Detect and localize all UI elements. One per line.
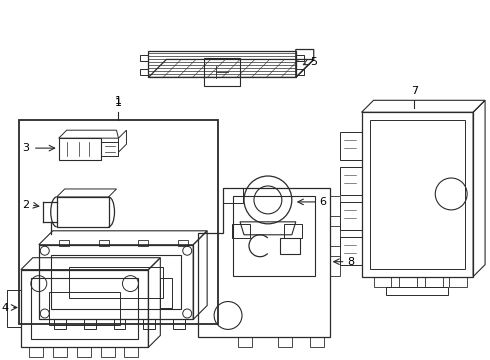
Bar <box>57 197 108 227</box>
Bar <box>7 289 21 328</box>
Bar <box>54 319 66 329</box>
Bar <box>49 292 121 325</box>
Bar <box>238 337 252 347</box>
Bar <box>449 276 467 287</box>
Bar <box>369 120 465 269</box>
Text: 8: 8 <box>347 257 355 267</box>
Bar <box>340 167 362 195</box>
Text: 2: 2 <box>22 200 29 210</box>
Bar <box>98 240 108 246</box>
Bar <box>138 240 148 246</box>
Text: 4: 4 <box>2 302 9 312</box>
Text: 7: 7 <box>411 86 418 96</box>
Bar <box>373 276 392 287</box>
Bar <box>76 347 91 357</box>
Bar <box>310 337 324 347</box>
Bar <box>39 245 193 319</box>
Bar <box>124 347 138 357</box>
Bar <box>160 278 172 307</box>
Bar <box>362 112 473 276</box>
Bar <box>223 188 243 203</box>
Text: 1: 1 <box>115 98 122 108</box>
Bar <box>19 120 218 324</box>
Bar <box>340 237 362 265</box>
Bar <box>296 55 304 62</box>
Bar <box>141 69 148 75</box>
Bar <box>387 287 448 294</box>
Bar <box>204 58 240 86</box>
Bar <box>29 347 43 357</box>
Bar <box>59 138 100 160</box>
Bar <box>280 238 300 254</box>
Bar <box>330 226 340 246</box>
Bar <box>100 142 119 156</box>
Bar <box>141 55 148 62</box>
Bar <box>148 50 296 77</box>
Bar <box>330 196 340 216</box>
Bar <box>53 347 67 357</box>
Bar <box>340 202 362 230</box>
Bar <box>69 267 163 298</box>
Bar <box>51 255 181 310</box>
Bar <box>100 347 115 357</box>
Bar <box>59 240 69 246</box>
Bar <box>425 276 443 287</box>
Text: 3: 3 <box>22 143 29 153</box>
Bar <box>399 276 417 287</box>
Text: 5: 5 <box>310 58 317 67</box>
Bar <box>296 69 304 75</box>
Text: 6: 6 <box>319 197 327 207</box>
Bar <box>114 319 125 329</box>
Bar <box>21 270 148 347</box>
Bar <box>178 240 188 246</box>
Bar <box>144 319 155 329</box>
Bar <box>340 132 362 160</box>
Bar <box>232 224 250 238</box>
Bar <box>84 319 96 329</box>
Bar <box>284 224 302 238</box>
Bar <box>278 337 292 347</box>
Bar <box>330 256 340 276</box>
Text: 1: 1 <box>115 96 122 106</box>
Bar <box>31 278 138 339</box>
Bar <box>233 196 315 276</box>
Bar <box>173 319 185 329</box>
